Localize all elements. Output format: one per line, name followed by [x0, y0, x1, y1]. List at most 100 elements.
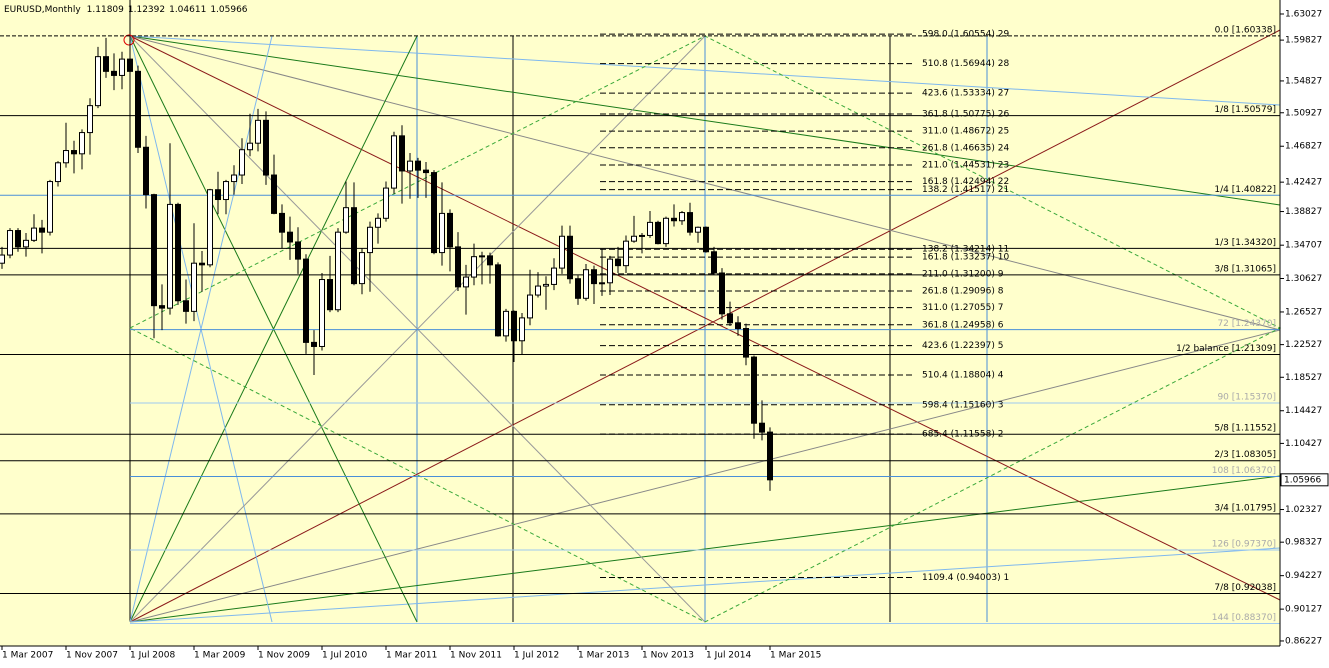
murrey-label: 1/3 [1.34320]	[1214, 238, 1276, 248]
y-tick-label: 1.38827	[1285, 207, 1322, 217]
candle-body	[303, 258, 309, 343]
candle-body	[511, 310, 517, 342]
candle-body	[335, 231, 341, 311]
candle-body	[727, 313, 733, 324]
candle-body	[415, 160, 421, 171]
y-tick-label: 1.63027	[1285, 9, 1322, 19]
y-tick-label: 1.22527	[1285, 340, 1322, 350]
candle-body	[687, 212, 693, 233]
x-tick-label: 1 Jul 2012	[514, 651, 559, 661]
x-tick-label: 1 Mar 2015	[770, 651, 821, 661]
candle-body	[495, 264, 501, 337]
x-tick-label: 1 Nov 2007	[66, 651, 118, 661]
candle-body	[15, 230, 21, 248]
fib-label: 138.2 (1.41517) 21	[922, 185, 1009, 195]
murrey-label: 5/8 [1.11552]	[1214, 424, 1276, 434]
plot-background	[0, 0, 1280, 646]
candle-body	[119, 58, 125, 76]
gann-line	[129, 35, 418, 623]
candle-body	[247, 142, 253, 151]
y-tick-label: 1.50927	[1285, 108, 1322, 118]
candle-body	[439, 212, 445, 254]
candle-body	[263, 119, 269, 176]
candle-body	[207, 189, 213, 266]
candle-body	[111, 70, 117, 76]
candle-body	[743, 328, 749, 358]
candle-body	[167, 203, 173, 309]
candle-body	[143, 146, 149, 196]
gann-line	[129, 35, 1281, 206]
candle-body	[199, 262, 205, 266]
fib-label: 1109.4 (0.94003) 1	[922, 573, 1009, 583]
y-tick-label: 1.59827	[1285, 36, 1322, 46]
candle-body	[567, 235, 573, 280]
fib-label: 598.0 (1.60554) 29	[922, 30, 1009, 40]
candle-body	[55, 162, 61, 183]
candle-body	[455, 246, 461, 288]
candle-body	[583, 269, 589, 299]
fib-label: 311.0 (1.27055) 7	[922, 303, 1003, 313]
candle-body	[679, 212, 685, 222]
candle-body	[575, 278, 581, 299]
candle-body	[479, 255, 485, 258]
levels: 0.0 [1.60338] 1/8 [1.50579] 1/4 [1.40822] 1…	[0, 25, 1280, 624]
murrey-label: 1/2 balance [1.21309]	[1176, 344, 1276, 354]
fib-label: 510.8 (1.56944) 28	[922, 59, 1009, 69]
x-tick-label: 1 Nov 2013	[642, 651, 694, 661]
candle-body	[527, 294, 533, 319]
gann-line	[129, 35, 1281, 601]
murrey-label: 1/8 [1.50579]	[1214, 105, 1276, 115]
candle-body	[359, 252, 365, 285]
candle-body	[343, 207, 349, 233]
murrey-label: 3/4 [1.01795]	[1214, 503, 1276, 513]
gann-line	[129, 35, 706, 623]
candle-body	[463, 276, 469, 288]
fib-label: 161.8 (1.33237) 10	[922, 253, 1009, 263]
candle-body	[255, 119, 261, 144]
gann-line	[129, 35, 1281, 331]
candle-body	[471, 256, 477, 278]
candle-body	[175, 203, 181, 302]
candle-body	[319, 279, 325, 347]
fib-label: 211.0 (1.31200) 9	[922, 269, 1004, 279]
candle-body	[39, 227, 45, 233]
candle-body	[383, 187, 389, 219]
candle-body	[23, 239, 29, 248]
gann-line	[129, 35, 273, 623]
fib-label: 261.8 (1.46635) 24	[922, 143, 1009, 153]
candle-body	[103, 56, 109, 72]
candle-body	[519, 317, 525, 342]
candle-body	[63, 150, 69, 164]
candle-body	[87, 105, 93, 134]
candle-body	[639, 234, 645, 237]
murrey-label: 0.0 [1.60338]	[1215, 25, 1276, 35]
fib-label: 685.4 (1.11558) 2	[922, 430, 1003, 440]
candle-body	[615, 258, 621, 267]
fib-label: 138.2 (1.34214) 11	[922, 245, 1009, 255]
y-tick-label: 1.18527	[1285, 373, 1322, 383]
candle-body	[391, 135, 397, 189]
candle-body	[487, 255, 493, 266]
gann-label: 126 [0.97370]	[1212, 539, 1276, 549]
gann-label: 72 [1.24370]	[1217, 319, 1276, 329]
y-tick-label: 1.46827	[1285, 142, 1322, 152]
header-close: 1.05966	[210, 5, 247, 15]
header-low: 1.04611	[169, 5, 206, 15]
candle-body	[407, 160, 413, 172]
candle-body	[151, 194, 157, 307]
candle-body	[287, 231, 293, 243]
candle-body	[631, 235, 637, 242]
gann-line	[129, 35, 1281, 106]
gann-line	[129, 29, 1281, 623]
x-tick-label: 1 Nov 2011	[450, 651, 502, 661]
y-tick-label: 1.02327	[1285, 505, 1322, 515]
candle-body	[551, 267, 557, 285]
gann-line	[129, 547, 1281, 623]
gann-line	[129, 329, 1281, 623]
candle-body	[607, 258, 613, 284]
candle-body	[703, 226, 709, 253]
murrey-label: 2/3 [1.08305]	[1214, 450, 1276, 460]
candle-body	[399, 135, 405, 172]
candle-body	[431, 172, 437, 254]
